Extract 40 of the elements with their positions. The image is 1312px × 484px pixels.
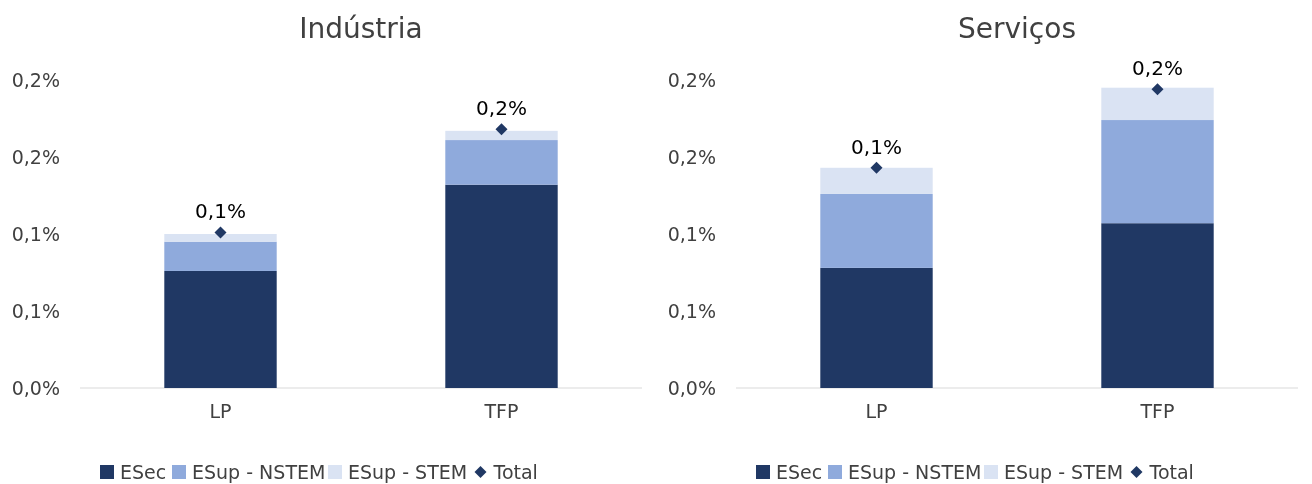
- y-tick-label: 0,1%: [667, 223, 716, 245]
- bar: [445, 130, 558, 141]
- bar: [1101, 87, 1214, 121]
- legend-label: ESec: [120, 461, 167, 483]
- legend-label: Total: [492, 461, 538, 483]
- x-tick-label: TFP: [483, 400, 519, 422]
- y-tick-label: 0,2%: [11, 69, 60, 91]
- y-tick-label: 0,2%: [667, 69, 716, 91]
- chart-title: Serviços: [958, 12, 1076, 45]
- y-tick-label: 0,2%: [11, 146, 60, 168]
- bar: [164, 270, 277, 388]
- y-tick-label: 0,1%: [11, 300, 60, 322]
- legend-label: Total: [1148, 461, 1194, 483]
- legend-label: ESup - NSTEM: [848, 461, 982, 483]
- legend-label: ESup - STEM: [348, 461, 468, 483]
- legend-label: ESup - STEM: [1004, 461, 1124, 483]
- bar: [820, 267, 933, 388]
- x-tick-label: LP: [865, 400, 888, 422]
- chart-title: Indústria: [299, 12, 423, 45]
- bar: [164, 234, 277, 242]
- bar: [1101, 223, 1214, 388]
- legend-label: ESec: [776, 461, 823, 483]
- bar: [164, 241, 277, 271]
- x-tick-label: TFP: [1139, 400, 1175, 422]
- bar: [445, 184, 558, 388]
- data-label: 0,2%: [476, 96, 527, 121]
- legend-label: ESup - NSTEM: [192, 461, 326, 483]
- bar: [445, 140, 558, 185]
- data-label: 0,1%: [195, 199, 246, 224]
- data-label: 0,2%: [1132, 56, 1183, 81]
- y-tick-label: 0,1%: [11, 223, 60, 245]
- bar: [820, 167, 933, 194]
- y-tick-label: 0,0%: [11, 377, 60, 399]
- y-tick-label: 0,1%: [667, 300, 716, 322]
- y-tick-label: 0,0%: [667, 377, 716, 399]
- x-tick-label: LP: [209, 400, 232, 422]
- bar: [820, 193, 933, 268]
- data-label: 0,1%: [851, 134, 902, 159]
- y-tick-label: 0,2%: [667, 146, 716, 168]
- bar: [1101, 120, 1214, 224]
